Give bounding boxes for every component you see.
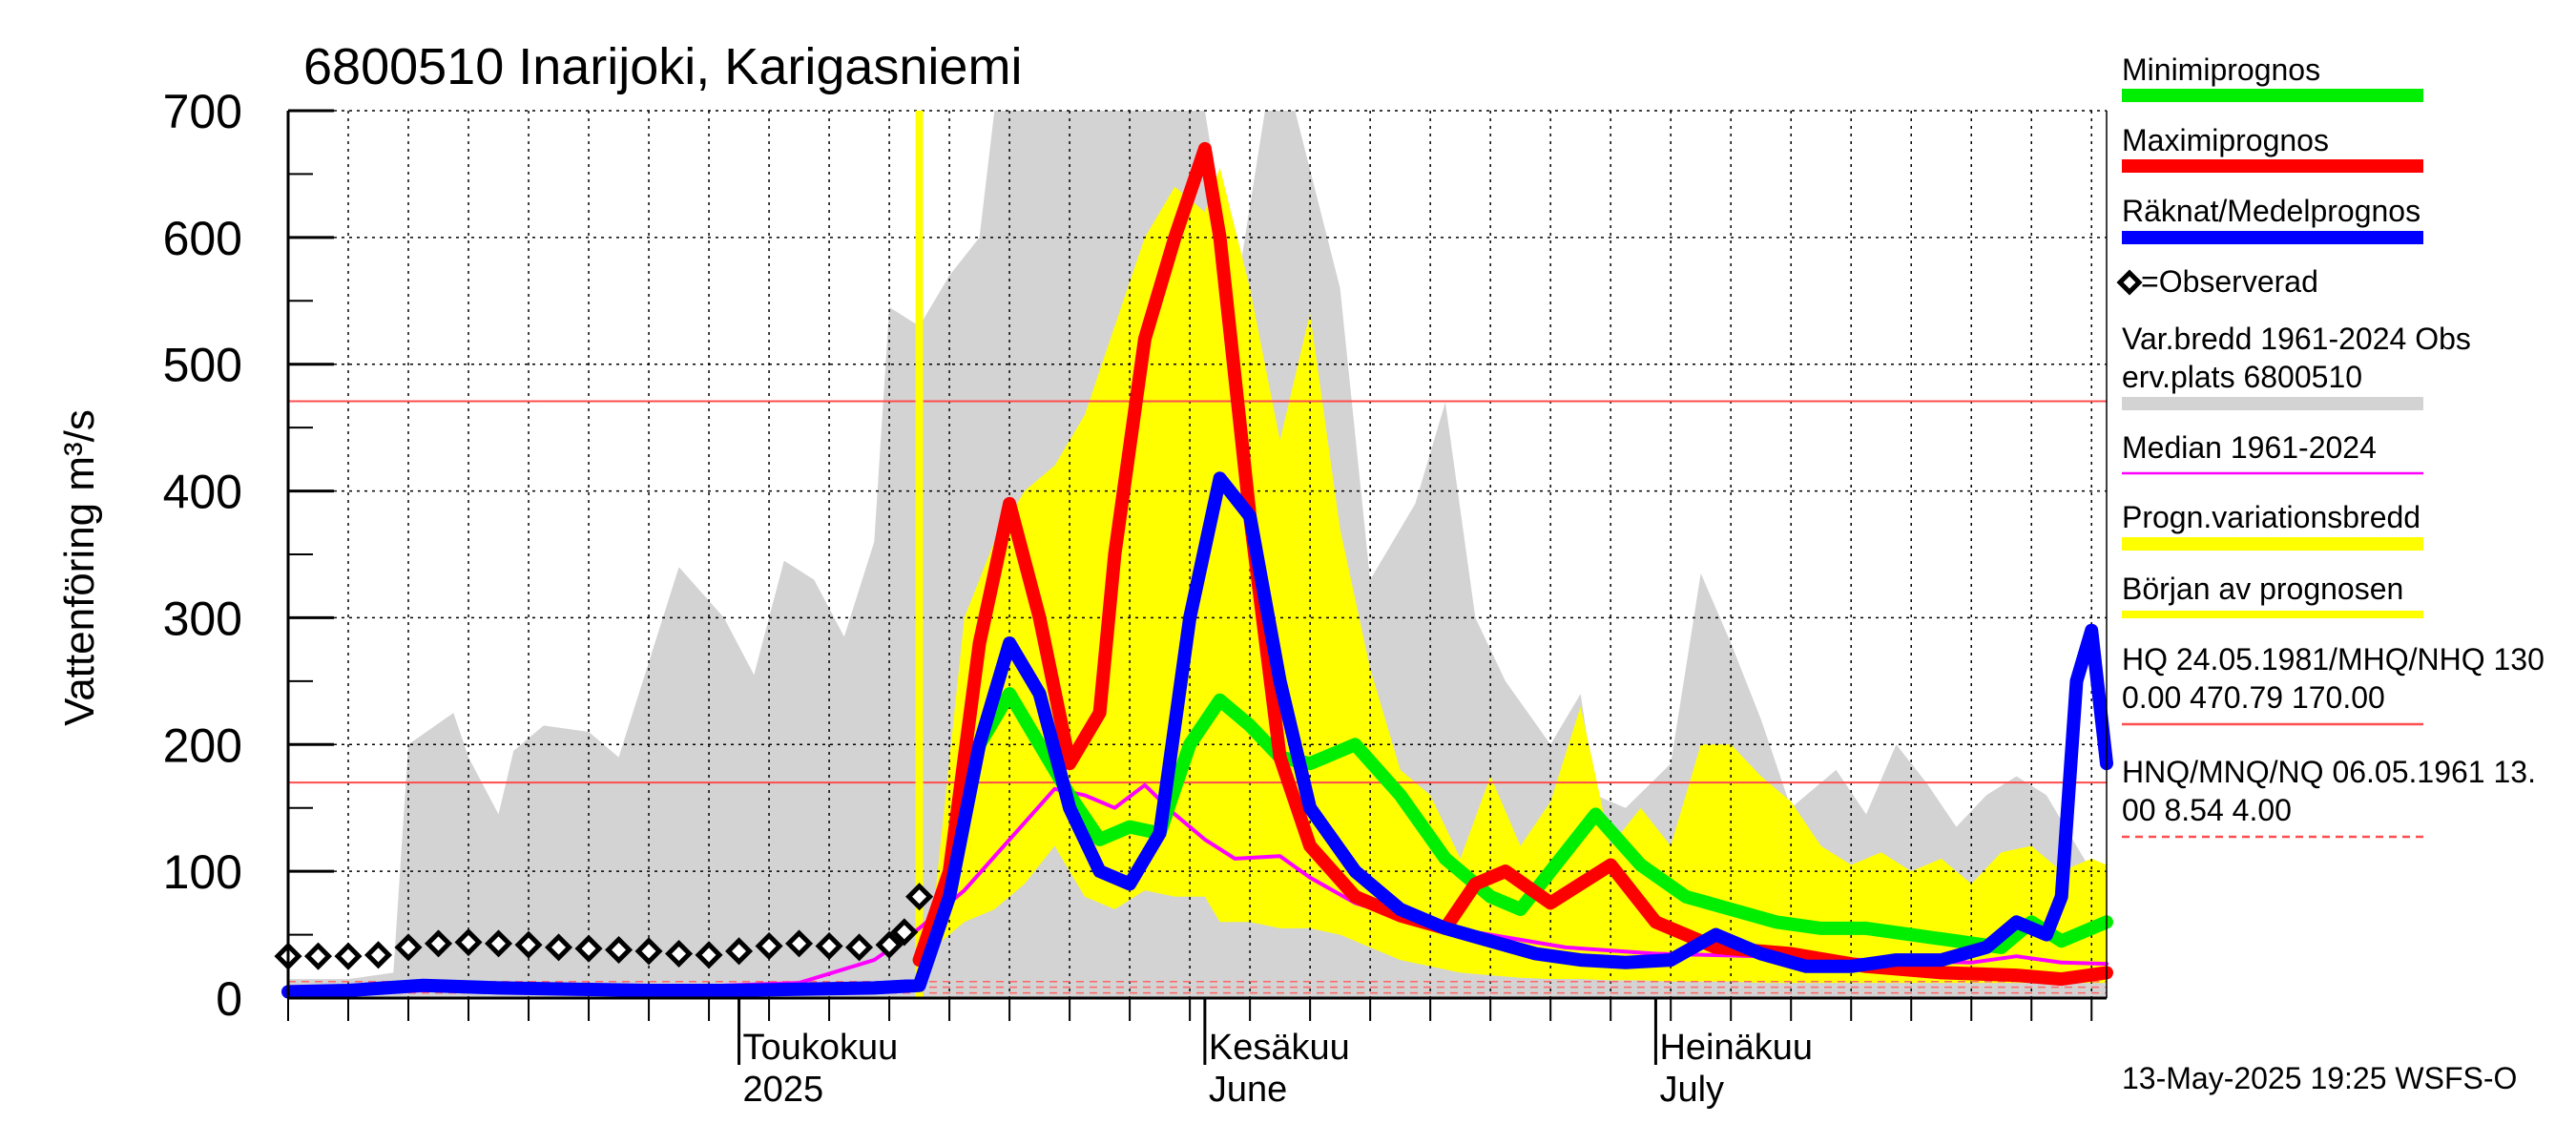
legend-item-hnq-mnq-nq-06-05-1961-13: HNQ/MNQ/NQ 06.05.1961 13. 00 8.54 4.00	[2122, 755, 2536, 839]
month-label: Kesäkuu	[1209, 1028, 1350, 1068]
month-year-label: July	[1659, 1070, 1724, 1110]
legend-label: Räknat/Medelprognos	[2122, 194, 2420, 228]
observed-point	[725, 937, 754, 966]
legend-item-progn-variationsbredd: Progn.variationsbredd	[2122, 500, 2423, 551]
observed-point	[424, 929, 453, 958]
legend-marker	[2116, 269, 2143, 296]
legend-label: HNQ/MNQ/NQ 06.05.1961 13.	[2122, 755, 2536, 789]
legend-label: HQ 24.05.1981/MHQ/NHQ 130	[2122, 642, 2545, 677]
legend-label-line2: 00 8.54 4.00	[2122, 793, 2292, 827]
y-axis-label: Vattenföring m³/s	[56, 409, 103, 726]
legend-label: Början av prognosen	[2122, 572, 2403, 606]
legend-item-b-rjan-av-prognosen: Början av prognosen	[2122, 572, 2423, 618]
legend-item-minimiprognos: Minimiprognos	[2122, 52, 2423, 102]
observed-point	[890, 918, 919, 947]
y-tick-label: 400	[163, 466, 242, 519]
footer-timestamp: 13-May-2025 19:25 WSFS-O	[2122, 1061, 2517, 1095]
legend-item-maximiprognos: Maximiprognos	[2122, 123, 2423, 173]
line-maximiprognos	[912, 141, 2113, 987]
observed-point	[394, 933, 423, 962]
legend-label: Progn.variationsbredd	[2122, 500, 2420, 534]
legend-label: Var.bredd 1961-2024 Obs	[2122, 322, 2471, 356]
observed-point	[905, 883, 934, 911]
month-year-label: 2025	[743, 1070, 824, 1110]
month-year-label: June	[1209, 1070, 1287, 1110]
observed-point	[845, 933, 874, 962]
y-tick-label: 500	[163, 339, 242, 392]
observed-point	[514, 930, 543, 959]
y-tick-label: 300	[163, 592, 242, 645]
y-tick-label: 700	[163, 85, 242, 138]
y-tick-label: 600	[163, 212, 242, 265]
observed-point	[634, 937, 663, 966]
observed-point	[364, 941, 393, 969]
observed-markers	[274, 883, 934, 970]
legend-item-r-knat-medelprognos: Räknat/Medelprognos	[2122, 194, 2423, 244]
observed-point	[454, 928, 483, 957]
observed-point	[785, 929, 814, 958]
observed-point	[334, 942, 363, 970]
legend-label-line2: erv.plats 6800510	[2122, 360, 2362, 394]
reference-lines	[288, 111, 2107, 998]
band-progn-variationsbredd	[919, 167, 2107, 984]
legend-item-var-bredd-1961-2024-obs: Var.bredd 1961-2024 Obs erv.plats 6800510	[2122, 322, 2471, 410]
legend-label-line2: 0.00 470.79 170.00	[2122, 680, 2385, 715]
legend-label: Maximiprognos	[2122, 123, 2329, 157]
observed-point	[605, 935, 634, 965]
legend-item-observerad: =Observerad	[2116, 264, 2318, 299]
line-r-knat-medelprognos	[281, 471, 2113, 999]
legend-item-median-1961-2024: Median 1961-2024	[2122, 430, 2423, 475]
legend-label: Median 1961-2024	[2122, 430, 2377, 465]
y-tick-label: 200	[163, 718, 242, 772]
month-label: Heinäkuu	[1659, 1028, 1813, 1068]
observed-point	[875, 930, 904, 959]
observed-point	[755, 931, 783, 961]
observed-point	[574, 934, 603, 963]
observed-point	[695, 941, 723, 969]
legend-label: =Observerad	[2141, 264, 2318, 299]
chart-title: 6800510 Inarijoki, Karigasniemi	[303, 38, 1022, 95]
observed-point	[665, 939, 694, 968]
legend: Minimiprognos Maximiprognos Räknat/Medelpr…	[2116, 52, 2545, 839]
y-tick-label: 100	[163, 845, 242, 899]
observed-point	[815, 931, 843, 961]
observed-point	[545, 933, 573, 962]
observed-point	[303, 942, 333, 970]
month-label: Toukokuu	[743, 1028, 899, 1068]
line-minimiprognos	[912, 687, 2113, 968]
series-lines	[281, 141, 2113, 999]
legend-label: Minimiprognos	[2122, 52, 2320, 87]
observed-point	[484, 929, 513, 958]
y-tick-label: 0	[216, 972, 242, 1026]
